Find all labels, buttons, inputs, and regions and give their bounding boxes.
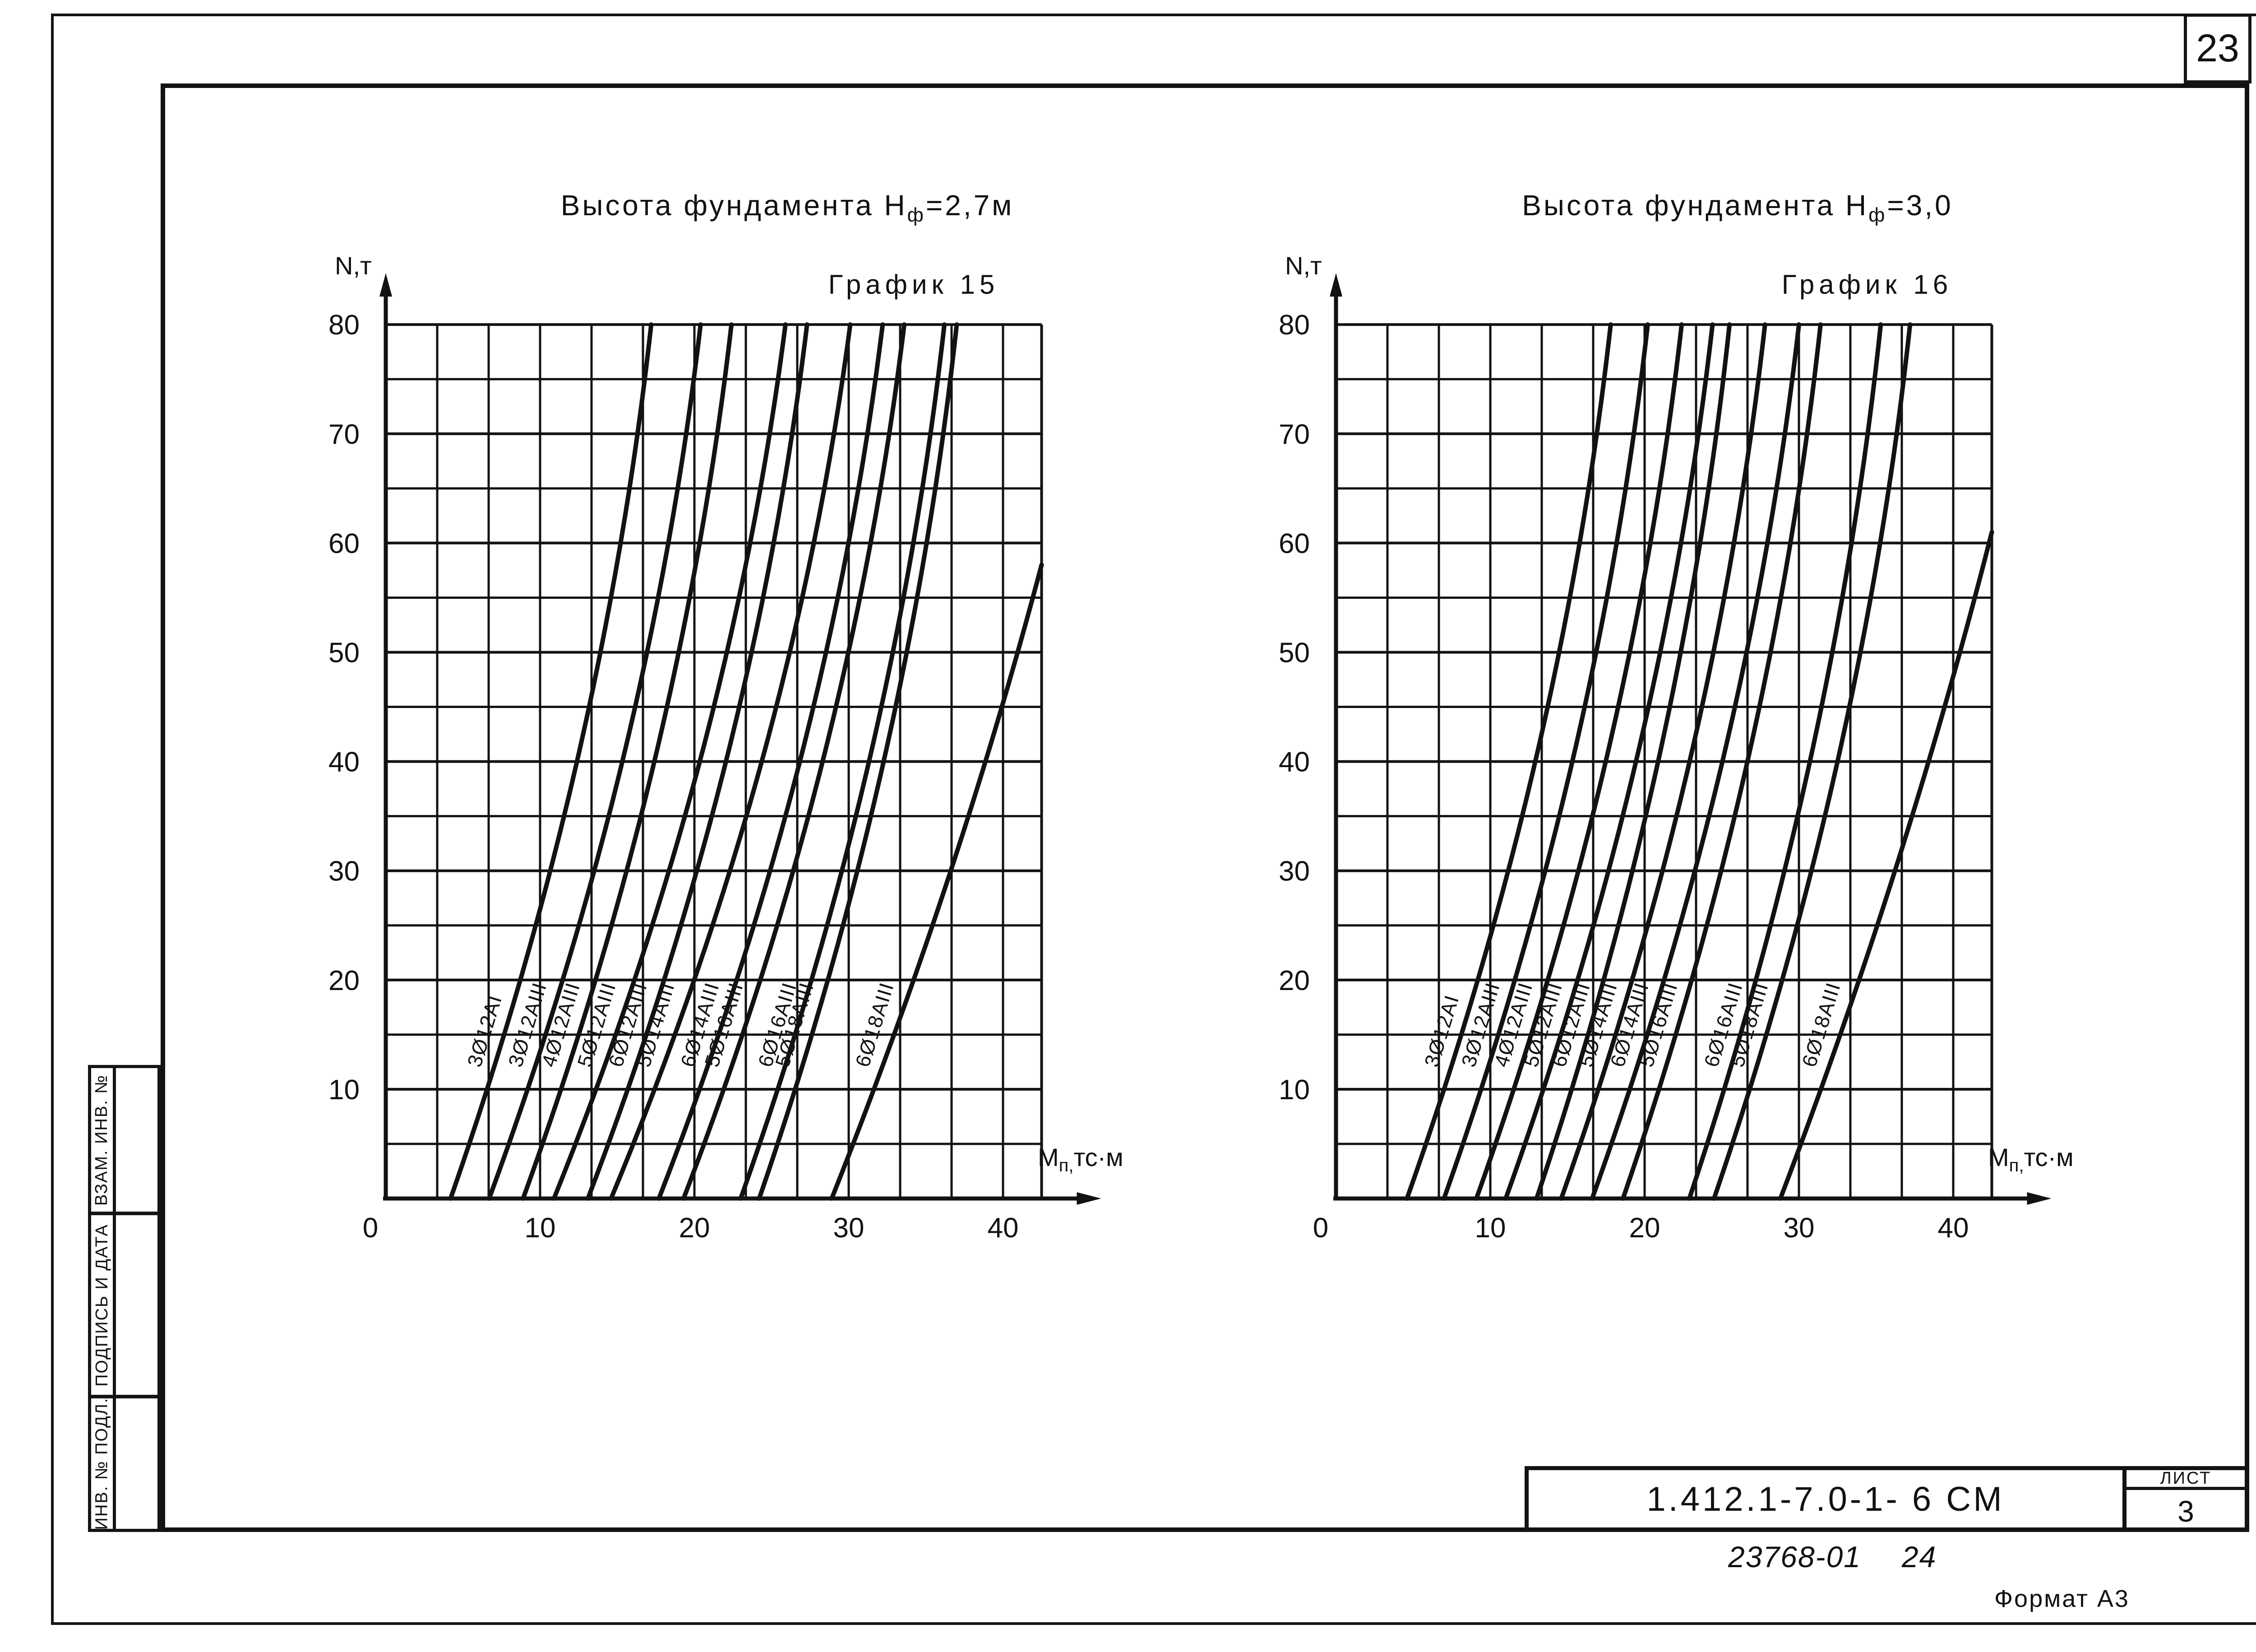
- svg-text:20: 20: [679, 1212, 710, 1244]
- stamp-podpis-text: ПОДПИСЬ И ДАТА: [92, 1223, 111, 1387]
- svg-text:70: 70: [328, 419, 360, 450]
- svg-text:6Ø18АIII: 6Ø18АIII: [1798, 979, 1845, 1069]
- svg-text:60: 60: [328, 528, 360, 559]
- chart15-title-val: =2,7м: [925, 189, 1014, 222]
- chart15-title: Высота фундамента Нф=2,7м: [456, 189, 1119, 227]
- svg-text:60: 60: [1279, 528, 1310, 559]
- svg-text:40: 40: [988, 1212, 1019, 1244]
- svg-text:40: 40: [328, 747, 360, 778]
- svg-text:20: 20: [1629, 1212, 1660, 1244]
- title-block: 1.412.1-7.0-1- 6 СМ: [1525, 1466, 2127, 1532]
- svg-text:50: 50: [1279, 638, 1310, 669]
- stamp-cell-vzam-blank: [113, 1065, 161, 1215]
- svg-text:80: 80: [328, 310, 360, 341]
- svg-text:3Ø12АI: 3Ø12АI: [1420, 992, 1464, 1069]
- chart16-subtitle: График 16: [1781, 269, 1953, 300]
- archive-code-number: 23768-01: [1728, 1540, 1861, 1573]
- list-column: ЛИСТ 3: [2122, 1466, 2249, 1532]
- stamp-inv-text: ИНВ. № ПОДЛ.: [92, 1397, 111, 1530]
- chart15-title-sub: ф: [907, 204, 926, 226]
- chart15-title-text: Высота фундамента Н: [560, 189, 907, 222]
- chart15-ylabel: N,т: [335, 251, 372, 280]
- page-number-box: 23: [2184, 14, 2251, 83]
- chart15-xlabel-unit: тс·м: [1073, 1143, 1123, 1171]
- archive-code-extra: 24: [1901, 1540, 1937, 1573]
- stamp-vzam-text: ВЗАМ. ИНВ. №: [92, 1074, 111, 1206]
- chart15-xlabel: Мп,тс·м: [1038, 1143, 1123, 1176]
- svg-text:40: 40: [1279, 747, 1310, 778]
- svg-text:20: 20: [1279, 965, 1310, 996]
- svg-text:3Ø12АI: 3Ø12АI: [463, 992, 507, 1069]
- archive-code: 23768-01 24: [1728, 1540, 1937, 1574]
- list-label: ЛИСТ: [2127, 1469, 2245, 1490]
- chart16-title: Высота фундамента Нф=3,0: [1406, 189, 2069, 227]
- svg-text:70: 70: [1279, 419, 1310, 450]
- list-value: 3: [2177, 1494, 2194, 1528]
- format-label: Формат А3: [1994, 1585, 2130, 1612]
- svg-text:30: 30: [328, 856, 360, 887]
- svg-text:30: 30: [1279, 856, 1310, 887]
- svg-text:50: 50: [328, 638, 360, 669]
- svg-text:10: 10: [1279, 1074, 1310, 1106]
- chart15-subtitle: График 15: [828, 269, 999, 300]
- svg-text:30: 30: [833, 1212, 864, 1244]
- svg-text:10: 10: [1475, 1212, 1506, 1244]
- stamp-cell-podpis-blank: [113, 1212, 161, 1398]
- outer-border: [51, 14, 2256, 1625]
- stamp-cell-vzam-label: ВЗАМ. ИНВ. №: [88, 1065, 116, 1215]
- stamp-cell-podpis-label: ПОДПИСЬ И ДАТА: [88, 1212, 116, 1398]
- chart15-xlabel-sub: п,: [1059, 1156, 1074, 1176]
- svg-text:0: 0: [1313, 1212, 1328, 1244]
- svg-text:40: 40: [1938, 1212, 1969, 1244]
- chart16-title-val: =3,0: [1887, 189, 1953, 222]
- stamp-cell-inv-blank: [113, 1395, 161, 1532]
- svg-text:6Ø18АIII: 6Ø18АIII: [851, 979, 898, 1069]
- inner-drawing-frame: [161, 83, 2249, 1532]
- svg-text:10: 10: [525, 1212, 556, 1244]
- chart16-xlabel-unit: тс·м: [2024, 1143, 2074, 1171]
- stamp-cell-inv-label: ИНВ. № ПОДЛ.: [88, 1395, 116, 1532]
- page-number: 23: [2196, 27, 2239, 70]
- chart16-xlabel-sub: п,: [2009, 1156, 2024, 1176]
- svg-text:10: 10: [328, 1074, 360, 1106]
- svg-text:80: 80: [1279, 310, 1310, 341]
- chart16-title-sub: ф: [1868, 204, 1887, 226]
- chart16-title-text: Высота фундамента Н: [1522, 189, 1869, 222]
- svg-text:20: 20: [328, 965, 360, 996]
- svg-text:30: 30: [1784, 1212, 1815, 1244]
- chart16-ylabel: N,т: [1285, 251, 1322, 280]
- svg-text:0: 0: [363, 1212, 378, 1244]
- doc-code: 1.412.1-7.0-1- 6 СМ: [1646, 1480, 2005, 1518]
